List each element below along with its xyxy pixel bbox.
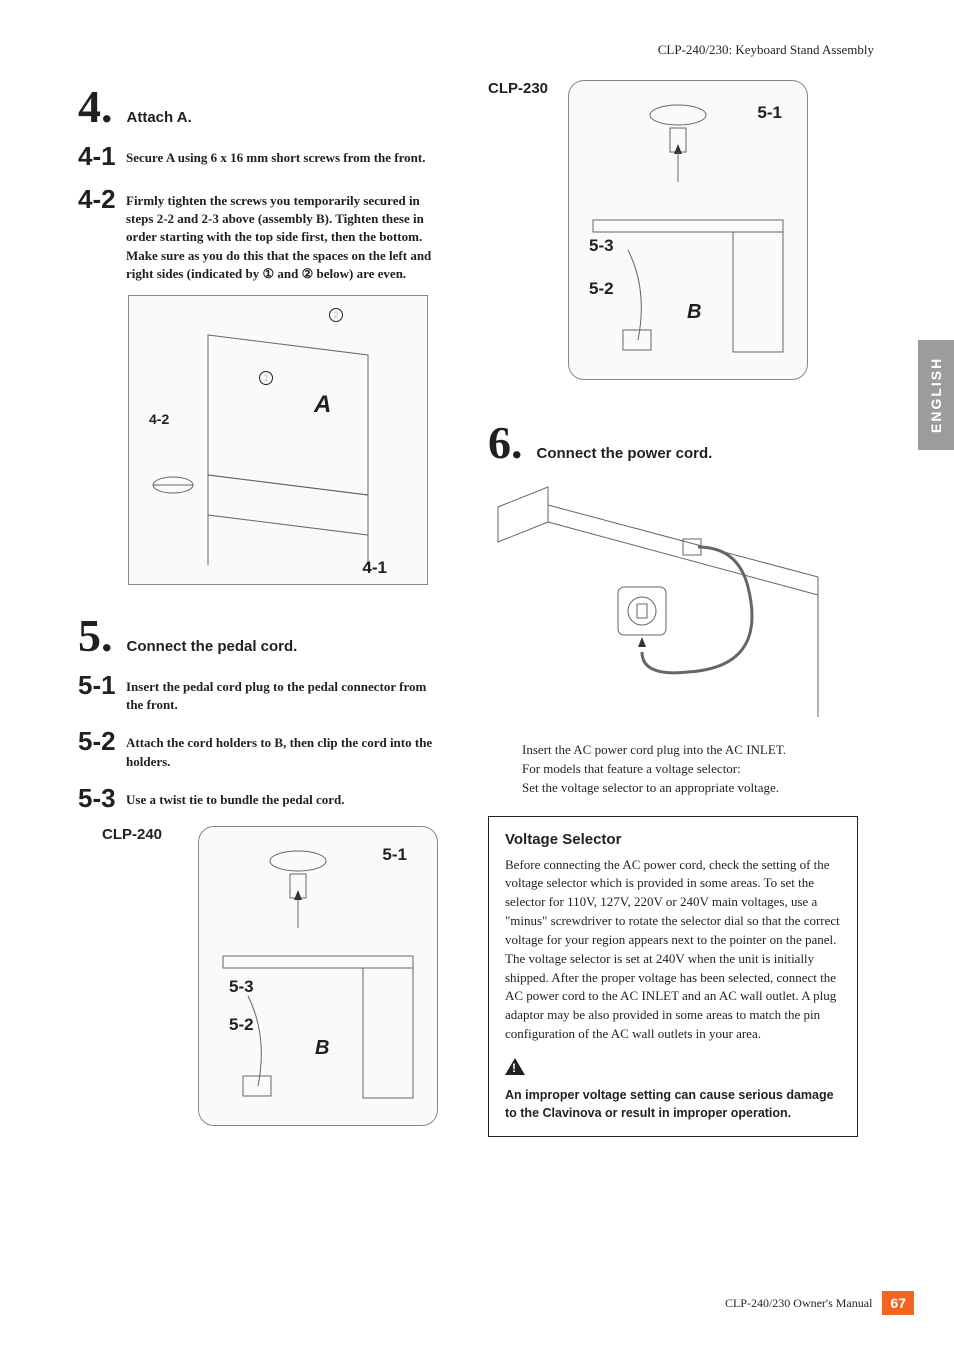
fig4-label-42: 4-2 [149, 411, 169, 427]
voltage-warning-text: An improper voltage setting can cause se… [505, 1086, 841, 1122]
step-5-2: 5-2 Attach the cord holders to B, then c… [78, 726, 448, 770]
step-5-3-num: 5-3 [78, 783, 126, 814]
step-6-body-2: For models that feature a voltage select… [522, 760, 858, 779]
step-5-1-text: Insert the pedal cord plug to the pedal … [126, 670, 446, 714]
footer-text: CLP-240/230 Owner's Manual [725, 1296, 872, 1311]
fig5-230-b: B [687, 301, 701, 324]
fig4-label-a: A [314, 391, 331, 419]
fig5-230-51: 5-1 [757, 103, 782, 123]
voltage-body: Before connecting the AC power cord, che… [505, 856, 841, 1044]
warning-icon [505, 1058, 841, 1086]
step-4-2-num: 4-2 [78, 184, 126, 215]
step-5-3-text: Use a twist tie to bundle the pedal cord… [126, 783, 446, 809]
step-5-title: Connect the pedal cord. [127, 638, 298, 655]
step-6-body-3: Set the voltage selector to an appropria… [522, 779, 858, 798]
step-4-2: 4-2 Firmly tighten the screws you tempor… [78, 184, 448, 283]
step-5-heading: 5. Connect the pedal cord. [78, 609, 448, 662]
figure-5-230-illustration [578, 90, 798, 370]
step-6-body-1: Insert the AC power cord plug into the A… [522, 741, 858, 760]
figure-4-illustration [138, 305, 418, 575]
fig5-230-52: 5-2 [589, 279, 614, 299]
right-column: CLP-230 5-1 5-2 5-3 B 6. [468, 80, 858, 1137]
step-5-2-text: Attach the cord holders to B, then clip … [126, 726, 446, 770]
voltage-title: Voltage Selector [505, 831, 841, 848]
step-4-1: 4-1 Secure A using 6 x 16 mm short screw… [78, 141, 448, 172]
step-5-1-num: 5-1 [78, 670, 126, 701]
left-column: 4. Attach A. 4-1 Secure A using 6 x 16 m… [78, 80, 468, 1137]
step-6-body: Insert the AC power cord plug into the A… [488, 741, 858, 798]
step-4-title: Attach A. [127, 109, 192, 126]
fig4-label-41: 4-1 [362, 558, 387, 578]
step-6-title: Connect the power cord. [537, 445, 713, 462]
fig5-240-b: B [315, 1037, 329, 1060]
step-5-1: 5-1 Insert the pedal cord plug to the pe… [78, 670, 448, 714]
figure-5-clp240: 5-1 5-2 5-3 B [198, 826, 438, 1126]
page-footer: CLP-240/230 Owner's Manual 67 [725, 1291, 914, 1315]
fig5-240-51: 5-1 [382, 845, 407, 865]
step-5-2-num: 5-2 [78, 726, 126, 757]
step-5-number: 5. [78, 609, 113, 662]
voltage-selector-box: Voltage Selector Before connecting the A… [488, 816, 858, 1138]
fig4-circle-2: 2 [329, 308, 343, 322]
language-tab: ENGLISH [918, 340, 954, 450]
step-4-heading: 4. Attach A. [78, 80, 448, 133]
step-6-heading: 6. Connect the power cord. [488, 416, 858, 469]
fig4-circle-1: 1 [259, 371, 273, 385]
figure-4: 4-2 4-1 A 1 2 [128, 295, 428, 585]
step-4-2-text: Firmly tighten the screws you temporaril… [126, 184, 446, 283]
fig5-240-53: 5-3 [229, 977, 254, 997]
step-4-1-num: 4-1 [78, 141, 126, 172]
fig5-230-53: 5-3 [589, 236, 614, 256]
step-4-number: 4. [78, 80, 113, 133]
clp230-label: CLP-230 [488, 80, 548, 97]
step-6-number: 6. [488, 416, 523, 469]
figure-5-240-illustration [208, 836, 428, 1116]
fig5-240-52: 5-2 [229, 1015, 254, 1035]
step-4-1-text: Secure A using 6 x 16 mm short screws fr… [126, 141, 446, 167]
clp240-label: CLP-240 [102, 826, 162, 843]
figure-6 [488, 477, 838, 727]
figure-6-illustration [488, 477, 838, 727]
page-header: CLP-240/230: Keyboard Stand Assembly [658, 42, 874, 58]
page-number: 67 [882, 1291, 914, 1315]
page-content: 4. Attach A. 4-1 Secure A using 6 x 16 m… [78, 80, 878, 1137]
step-5-3: 5-3 Use a twist tie to bundle the pedal … [78, 783, 448, 814]
figure-5-clp230: 5-1 5-2 5-3 B [568, 80, 808, 380]
